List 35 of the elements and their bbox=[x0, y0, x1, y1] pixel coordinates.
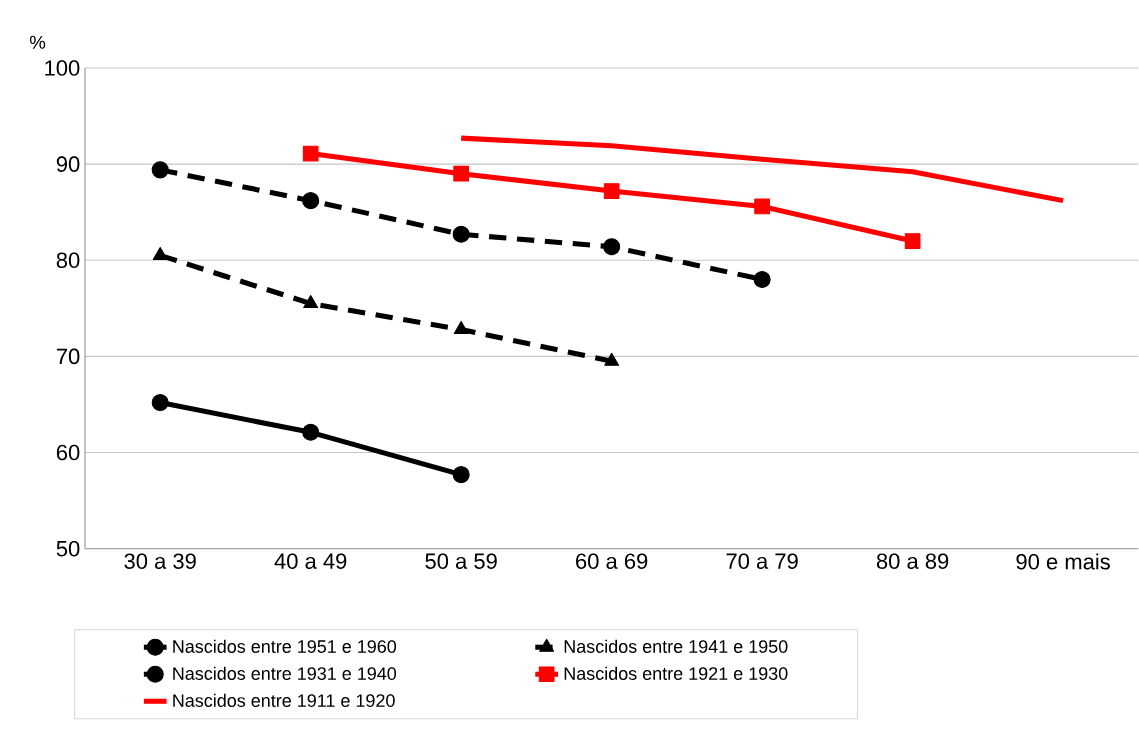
point bbox=[603, 238, 621, 256]
x-tick-label: 60 a 69 bbox=[576, 553, 648, 570]
legend-label: Nascidos entre 1911 e 1920 bbox=[173, 693, 395, 708]
y-tick-label: 100 bbox=[45, 60, 80, 76]
point bbox=[302, 424, 320, 442]
x-tick-label: 40 a 49 bbox=[274, 553, 347, 570]
point bbox=[452, 466, 470, 484]
point bbox=[754, 198, 770, 215]
point bbox=[152, 247, 168, 261]
x-tick-label: 70 a 79 bbox=[726, 553, 798, 570]
point bbox=[452, 225, 470, 244]
x-tick-label: 30 a 39 bbox=[124, 553, 196, 570]
x-tick-label: 80 a 89 bbox=[876, 553, 949, 570]
y-tick-label: 80 bbox=[56, 252, 80, 269]
point bbox=[151, 161, 169, 179]
x-tick-label: 50 a 59 bbox=[425, 553, 497, 570]
legend-label: Nascidos entre 1931 e 1940 bbox=[173, 666, 397, 681]
x-tick-label: 90 e mais bbox=[1016, 553, 1110, 570]
point bbox=[904, 233, 921, 250]
point bbox=[302, 192, 320, 210]
legend-label: Nascidos entre 1941 e 1950 bbox=[564, 639, 788, 654]
point bbox=[453, 166, 470, 182]
legend-label: Nascidos entre 1921 e 1930 bbox=[564, 666, 788, 681]
point bbox=[303, 295, 319, 309]
point bbox=[603, 183, 620, 200]
point bbox=[302, 145, 319, 162]
y-tick-label: 70 bbox=[56, 348, 80, 365]
y-tick-label: 60 bbox=[56, 444, 80, 461]
y-axis-title: % bbox=[29, 35, 46, 50]
y-tick-label: 90 bbox=[56, 156, 80, 173]
legend-label: Nascidos entre 1951 e 1960 bbox=[173, 639, 397, 654]
y-tick-label: 50 bbox=[56, 541, 80, 557]
point bbox=[453, 321, 469, 335]
point bbox=[151, 394, 169, 412]
point bbox=[753, 271, 771, 289]
